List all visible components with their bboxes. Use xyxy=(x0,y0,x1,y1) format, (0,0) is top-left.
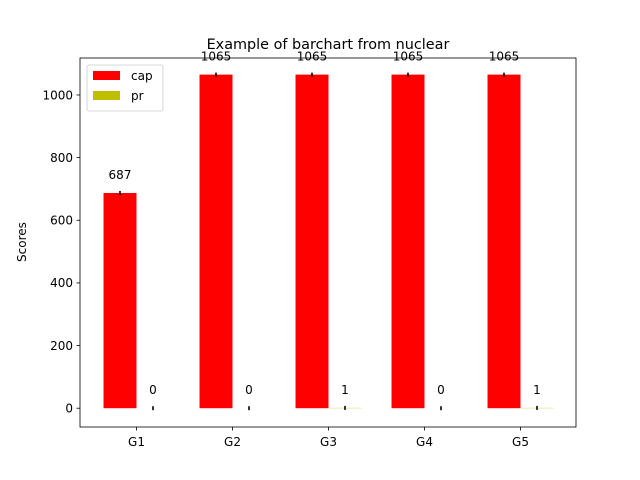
data-label-cap-G4: 1065 xyxy=(393,50,424,64)
data-label-pr-G3: 1 xyxy=(341,383,349,397)
plot-frame xyxy=(79,57,577,428)
y-tick-label: 1000 xyxy=(42,88,73,102)
x-tick-label: G4 xyxy=(416,435,433,449)
data-label-pr-G1: 0 xyxy=(149,383,157,397)
y-tick-label: 800 xyxy=(50,151,73,165)
data-label-cap-G5: 1065 xyxy=(489,50,520,64)
data-label-cap-G1: 687 xyxy=(109,168,132,182)
chart-title: Example of barchart from nuclear xyxy=(207,37,450,53)
bar-cap-G4 xyxy=(391,74,425,409)
legend-label-pr: pr xyxy=(131,89,144,103)
legend-swatch-cap xyxy=(93,71,120,80)
legend: cap pr xyxy=(86,64,164,112)
y-axis-label: Scores xyxy=(15,222,29,262)
data-label-pr-G2: 0 xyxy=(245,383,253,397)
bar-cap-G5 xyxy=(487,74,521,409)
bar-cap-G1 xyxy=(103,193,137,409)
bar-cap-G3 xyxy=(295,74,329,409)
x-tick-label: G2 xyxy=(224,435,241,449)
x-tick-label: G5 xyxy=(512,435,529,449)
legend-label-cap: cap xyxy=(131,69,153,83)
y-tick-label: 200 xyxy=(50,339,73,353)
x-tick-label: G3 xyxy=(320,435,337,449)
legend-swatch-pr xyxy=(93,91,120,100)
data-label-cap-G2: 1065 xyxy=(201,50,232,64)
chart-marks: 687 1065 1065 1065 1065 0 0 1 0 1 xyxy=(103,50,554,411)
x-tick-label: G1 xyxy=(128,435,145,449)
data-label-cap-G3: 1065 xyxy=(297,50,328,64)
y-tick-label: 0 xyxy=(65,402,73,416)
data-label-pr-G5: 1 xyxy=(533,383,541,397)
y-tick-label: 600 xyxy=(50,214,73,228)
y-tick-label: 400 xyxy=(50,276,73,290)
data-label-pr-G4: 0 xyxy=(437,383,445,397)
bar-cap-G2 xyxy=(199,74,233,409)
